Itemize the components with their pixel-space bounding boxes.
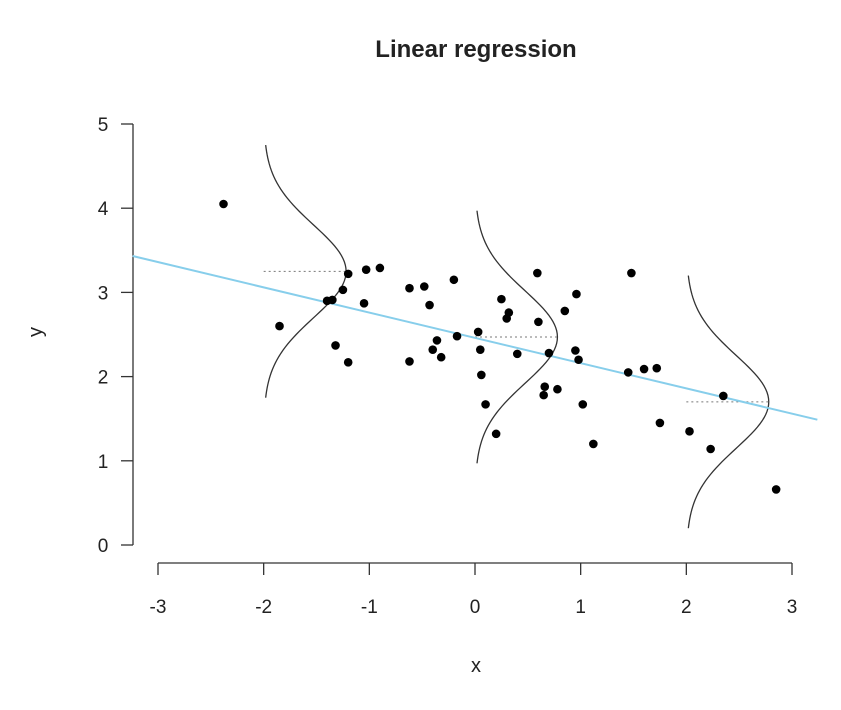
data-point [553,384,562,394]
data-point [627,268,636,278]
data-point [405,357,414,366]
data-point [719,391,728,401]
data-point [578,400,588,409]
data-point [623,368,633,377]
x-tick-label: -1 [361,597,378,618]
chart-title: Linear regression [375,36,576,63]
x-tick-label: -2 [255,597,272,618]
data-points [219,199,781,494]
data-point [328,295,337,305]
data-point [771,485,781,494]
data-point [361,265,371,274]
data-point [589,439,598,449]
data-point [639,364,649,374]
density-curve [476,210,559,464]
data-point [652,363,662,373]
data-point [497,294,506,304]
data-point [275,321,284,331]
data-point [343,357,353,367]
data-point [432,336,442,345]
data-point [706,444,715,454]
data-point [533,268,542,278]
x-tick-label: 2 [681,597,692,618]
data-point [685,427,694,436]
data-point [419,282,429,291]
data-point [428,345,438,354]
data-point [534,317,543,327]
y-axis-label: y [25,327,47,337]
y-tick-label: 3 [98,283,109,304]
data-point [571,346,580,355]
density-curves [263,144,770,529]
data-point [343,269,353,279]
data-point [481,400,490,409]
regression-line [132,255,818,421]
data-point [540,382,550,392]
data-point [405,283,414,293]
data-point [359,299,369,308]
y-tick-label: 5 [98,115,109,136]
density-curve [687,275,770,529]
y-tick-label: 4 [98,199,109,220]
axes: -3 -2 -1 0 1 2 3 0 1 2 3 4 5 [98,115,798,618]
data-point [375,263,385,273]
data-point [436,352,446,362]
y-tick-label: 2 [98,368,109,389]
x-axis-label: x [471,655,481,677]
data-point [512,349,522,359]
data-point [539,390,548,400]
data-point [331,341,340,350]
data-point [544,348,554,358]
data-point [219,199,228,209]
data-point [504,308,514,317]
y-tick-label: 0 [98,536,109,557]
data-point [473,327,483,337]
data-point [338,285,348,295]
data-point [560,306,570,316]
data-point [475,345,485,354]
data-point [477,370,486,380]
data-point [452,331,462,341]
data-point [425,300,434,310]
data-point [655,418,665,428]
data-point [574,355,583,365]
x-tick-label: 3 [787,597,798,618]
data-point [491,429,501,439]
x-tick-label: 0 [470,597,481,618]
x-tick-label: -3 [150,597,167,618]
y-tick-label: 1 [98,452,109,473]
x-tick-label: 1 [575,597,586,618]
regression-line-group [132,255,818,421]
data-point [572,289,581,299]
data-point [449,275,459,285]
